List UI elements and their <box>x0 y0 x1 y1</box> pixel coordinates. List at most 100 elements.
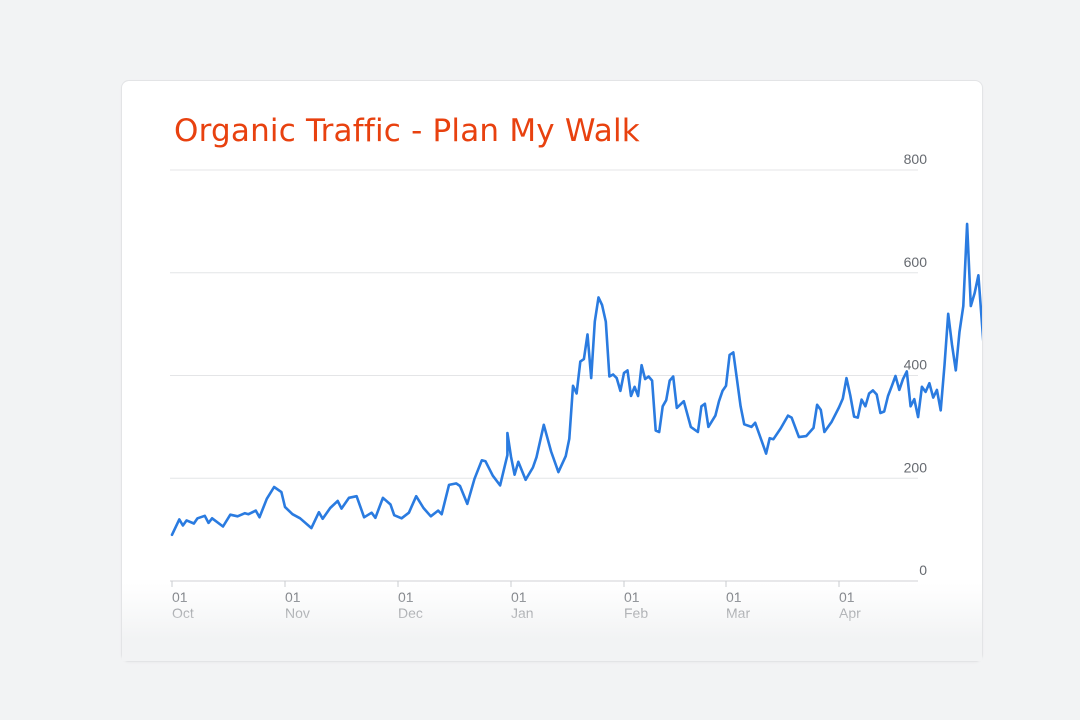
data-point <box>921 385 923 388</box>
data-point <box>879 412 882 414</box>
data-point <box>499 484 501 487</box>
data-point <box>291 513 294 516</box>
data-point <box>890 385 893 388</box>
data-point <box>203 514 206 517</box>
y-tick-label: 400 <box>904 357 928 373</box>
data-point <box>517 460 520 463</box>
data-point <box>853 415 855 418</box>
data-point <box>816 403 818 406</box>
data-point <box>207 522 210 524</box>
data-point <box>280 491 283 493</box>
data-point <box>765 452 767 455</box>
data-point <box>845 377 848 379</box>
data-point <box>875 393 878 396</box>
data-point <box>568 437 571 440</box>
data-point <box>849 394 852 397</box>
x-tick-month: Nov <box>285 605 310 621</box>
y-tick-label: 0 <box>919 562 927 578</box>
x-tick-month: Jan <box>511 605 534 621</box>
data-point <box>675 407 678 409</box>
data-point <box>951 343 953 346</box>
data-point <box>981 324 982 327</box>
data-point <box>768 437 771 440</box>
data-point <box>790 416 793 419</box>
y-tick-label: 600 <box>904 254 928 270</box>
data-point <box>841 397 844 400</box>
data-point <box>229 513 232 516</box>
data-point <box>579 360 582 363</box>
data-point <box>665 399 668 402</box>
data-point <box>612 373 614 376</box>
data-point <box>321 517 324 520</box>
data-point <box>973 292 976 295</box>
data-point <box>823 431 826 433</box>
data-point <box>572 384 574 387</box>
data-point <box>725 384 727 387</box>
data-point <box>340 507 343 510</box>
data-point <box>651 379 653 382</box>
x-tick-day: 01 <box>511 589 527 605</box>
series-group <box>170 222 982 537</box>
data-point <box>586 333 589 336</box>
data-point <box>626 369 629 372</box>
x-tick-month: Oct <box>172 605 194 621</box>
series-line-0 <box>170 222 982 537</box>
data-point <box>637 395 639 397</box>
data-point <box>178 518 181 521</box>
data-point <box>932 396 935 399</box>
data-point <box>962 305 965 307</box>
data-point <box>389 503 392 506</box>
data-point <box>532 466 534 469</box>
data-point <box>739 405 742 408</box>
data-point <box>909 405 912 408</box>
data-point <box>211 517 213 520</box>
data-point <box>355 495 358 498</box>
data-point <box>887 395 889 397</box>
data-point <box>370 511 373 514</box>
data-point <box>969 305 972 307</box>
data-point <box>958 330 961 333</box>
data-point <box>491 474 494 477</box>
data-point <box>429 515 432 518</box>
data-point <box>557 471 560 473</box>
data-point <box>382 496 384 499</box>
data-point <box>704 402 706 405</box>
data-point <box>732 351 735 354</box>
x-tick-day: 01 <box>624 589 640 605</box>
data-point <box>583 358 585 360</box>
data-point <box>593 320 596 323</box>
data-point <box>860 398 863 401</box>
data-point <box>597 296 600 299</box>
data-point <box>393 514 396 517</box>
data-point <box>819 409 822 411</box>
data-point <box>682 400 685 403</box>
x-tick-day: 01 <box>285 589 301 605</box>
data-point <box>374 516 377 519</box>
data-point <box>750 426 753 428</box>
data-point <box>714 414 717 417</box>
data-point <box>917 416 919 418</box>
data-point <box>535 456 538 459</box>
data-point <box>913 398 916 400</box>
data-point <box>318 511 320 514</box>
data-point <box>244 512 246 515</box>
x-tick-month: Apr <box>839 605 861 621</box>
data-point <box>830 420 833 423</box>
data-point <box>510 455 512 458</box>
y-tick-label: 800 <box>904 151 928 167</box>
x-tick-day: 01 <box>398 589 414 605</box>
data-point <box>928 382 931 385</box>
data-point <box>902 378 904 380</box>
data-point <box>265 497 268 500</box>
data-point <box>415 495 418 498</box>
data-point <box>647 375 650 378</box>
data-point <box>400 517 403 520</box>
data-point <box>455 482 458 485</box>
data-point <box>872 389 874 392</box>
data-point <box>506 454 509 456</box>
data-point <box>615 377 618 379</box>
data-point <box>247 513 250 516</box>
data-point <box>448 484 450 486</box>
data-point <box>258 516 261 519</box>
